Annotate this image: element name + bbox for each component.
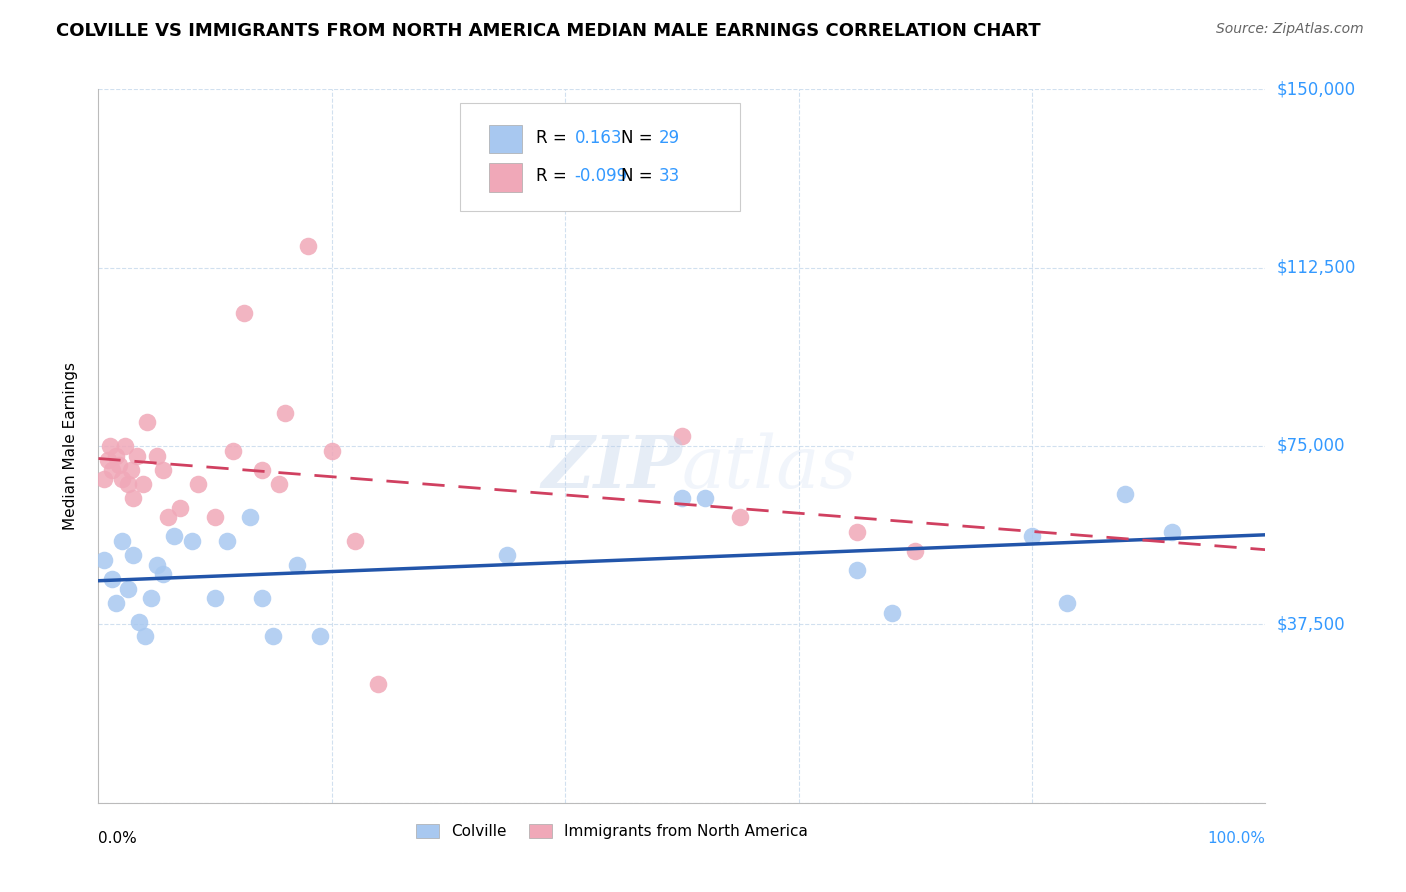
- Point: [139, 591, 162, 606]
- FancyBboxPatch shape: [489, 125, 522, 153]
- Text: R =: R =: [536, 168, 572, 186]
- Text: atlas: atlas: [682, 432, 858, 503]
- Point: [269, 477, 291, 491]
- Point: [97, 453, 120, 467]
- Point: [215, 534, 238, 549]
- Text: N =: N =: [621, 168, 658, 186]
- Point: [104, 449, 127, 463]
- Point: [239, 510, 262, 524]
- Point: [671, 491, 693, 506]
- Point: [904, 543, 927, 558]
- Point: [136, 415, 159, 429]
- Point: [880, 606, 903, 620]
- Point: [180, 534, 202, 549]
- FancyBboxPatch shape: [489, 163, 522, 192]
- Text: $75,000: $75,000: [1277, 437, 1346, 455]
- Point: [846, 524, 869, 539]
- Text: $112,500: $112,500: [1277, 259, 1355, 277]
- Text: -0.099: -0.099: [575, 168, 627, 186]
- Point: [221, 443, 243, 458]
- Text: $37,500: $37,500: [1277, 615, 1346, 633]
- Point: [98, 439, 121, 453]
- Point: [152, 567, 174, 582]
- Text: 100.0%: 100.0%: [1208, 830, 1265, 846]
- Legend: Colville, Immigrants from North America: Colville, Immigrants from North America: [409, 818, 814, 845]
- Point: [117, 582, 139, 596]
- Point: [204, 510, 226, 524]
- Point: [204, 591, 226, 606]
- Text: 33: 33: [658, 168, 681, 186]
- Point: [101, 463, 124, 477]
- Point: [250, 463, 273, 477]
- Point: [101, 572, 124, 586]
- Point: [134, 629, 156, 643]
- Point: [163, 529, 186, 543]
- Point: [93, 553, 115, 567]
- Point: [730, 510, 752, 524]
- Point: [108, 458, 131, 472]
- Point: [309, 629, 332, 643]
- Point: [128, 615, 150, 629]
- Point: [1161, 524, 1184, 539]
- Text: 0.163: 0.163: [575, 128, 621, 146]
- FancyBboxPatch shape: [460, 103, 741, 211]
- Text: COLVILLE VS IMMIGRANTS FROM NORTH AMERICA MEDIAN MALE EARNINGS CORRELATION CHART: COLVILLE VS IMMIGRANTS FROM NORTH AMERIC…: [56, 22, 1040, 40]
- Point: [132, 477, 155, 491]
- Point: [157, 510, 180, 524]
- Text: $150,000: $150,000: [1277, 80, 1355, 98]
- Point: [117, 477, 139, 491]
- Point: [297, 239, 319, 253]
- Text: R =: R =: [536, 128, 572, 146]
- Point: [146, 558, 169, 572]
- Point: [695, 491, 717, 506]
- Point: [114, 439, 136, 453]
- Point: [187, 477, 209, 491]
- Point: [169, 500, 191, 515]
- Point: [285, 558, 308, 572]
- Point: [122, 491, 145, 506]
- Point: [274, 406, 297, 420]
- Point: [671, 429, 693, 443]
- Point: [1056, 596, 1078, 610]
- Point: [367, 677, 389, 691]
- Point: [125, 449, 148, 463]
- Point: [321, 443, 343, 458]
- Y-axis label: Median Male Earnings: Median Male Earnings: [63, 362, 77, 530]
- Point: [104, 596, 127, 610]
- Text: N =: N =: [621, 128, 658, 146]
- Point: [846, 563, 869, 577]
- Point: [111, 472, 134, 486]
- Point: [120, 463, 142, 477]
- Text: 0.0%: 0.0%: [98, 830, 138, 846]
- Point: [344, 534, 367, 549]
- Text: Source: ZipAtlas.com: Source: ZipAtlas.com: [1216, 22, 1364, 37]
- Point: [262, 629, 284, 643]
- Text: ZIP: ZIP: [541, 432, 682, 503]
- Point: [496, 549, 519, 563]
- Point: [1021, 529, 1043, 543]
- Point: [233, 306, 256, 320]
- Point: [111, 534, 134, 549]
- Point: [152, 463, 174, 477]
- Text: 29: 29: [658, 128, 679, 146]
- Point: [146, 449, 169, 463]
- Point: [1114, 486, 1136, 500]
- Point: [122, 549, 145, 563]
- Point: [93, 472, 115, 486]
- Point: [250, 591, 273, 606]
